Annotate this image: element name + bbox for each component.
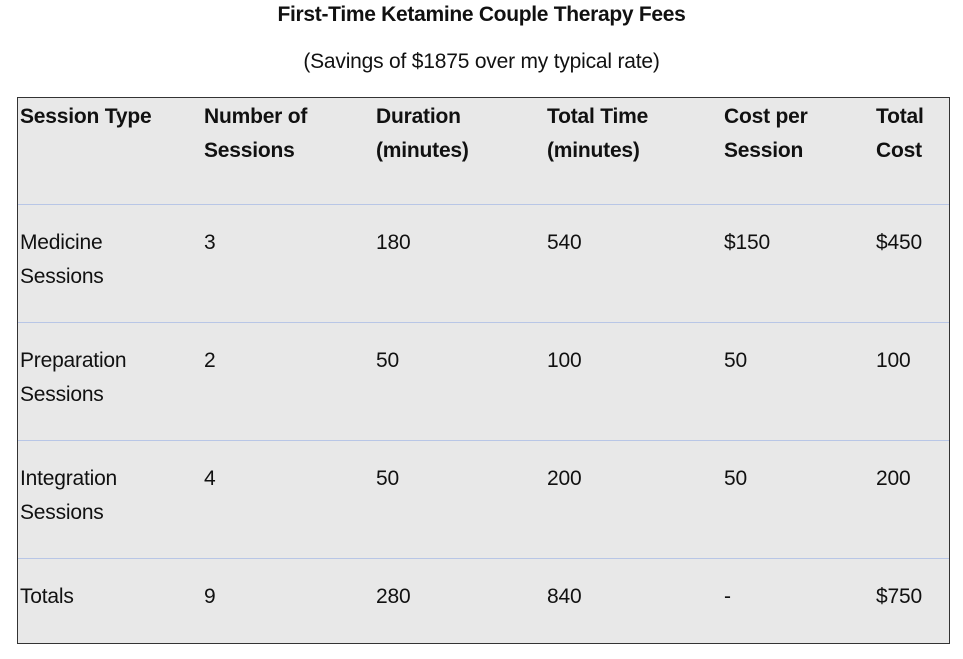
cell-session-type: Medicine Sessions — [20, 226, 190, 294]
cell-total-cost: 200 — [876, 467, 911, 490]
table-row-totals: Totals 9 280 840 - $750 — [18, 558, 949, 643]
cell-duration: 180 — [376, 231, 411, 254]
cell-session-type-line-1: Medicine — [20, 231, 103, 254]
cell-total-time: 100 — [547, 349, 582, 372]
header-number-of-sessions: Number of Sessions — [204, 100, 364, 168]
cell-session-type-line-1: Preparation — [20, 349, 127, 372]
cell-session-type-line-2: Sessions — [20, 383, 104, 406]
header-total-cost-line-1: Total — [876, 105, 924, 128]
cell-session-type-line-1: Integration — [20, 467, 118, 490]
header-total-time-line-1: Total Time — [547, 105, 649, 128]
page-title: First-Time Ketamine Couple Therapy Fees — [277, 3, 686, 26]
cell-duration: 50 — [376, 467, 399, 490]
header-cost-per-session-line-1: Cost per — [724, 105, 808, 128]
header-cost-per-session: Cost per Session — [724, 100, 864, 168]
cell-session-type: Integration Sessions — [20, 462, 190, 530]
cell-number-of-sessions: 3 — [204, 231, 216, 254]
cell-cost-per-session: 50 — [724, 349, 747, 372]
header-duration: Duration (minutes) — [376, 100, 536, 168]
cell-session-type: Totals — [20, 580, 190, 614]
cell-total-cost: $750 — [876, 585, 922, 608]
header-session-type: Session Type — [20, 100, 190, 134]
cell-duration: 280 — [376, 585, 411, 608]
header-number-of-sessions-line-1: Number of — [204, 105, 308, 128]
table-row-medicine: Medicine Sessions 3 180 540 $150 $450 — [18, 204, 949, 323]
header-number-of-sessions-line-2: Sessions — [204, 139, 295, 162]
cell-number-of-sessions: 4 — [204, 467, 216, 490]
cell-session-type: Preparation Sessions — [20, 344, 190, 412]
page-subtitle: (Savings of $1875 over my typical rate) — [303, 50, 660, 73]
cell-cost-per-session: $150 — [724, 231, 770, 254]
cell-total-time: 840 — [547, 585, 582, 608]
cell-cost-per-session: 50 — [724, 467, 747, 490]
cell-session-type-line-2: Sessions — [20, 265, 104, 288]
table-row-integration: Integration Sessions 4 50 200 50 200 — [18, 440, 949, 559]
cell-total-cost: 100 — [876, 349, 911, 372]
header-duration-line-2: (minutes) — [376, 139, 469, 162]
header-total-cost-line-2: Cost — [876, 139, 922, 162]
cell-session-type-line-1: Totals — [20, 585, 74, 608]
cell-total-cost: $450 — [876, 231, 922, 254]
header-duration-line-1: Duration — [376, 105, 461, 128]
cell-duration: 50 — [376, 349, 399, 372]
table-row-preparation: Preparation Sessions 2 50 100 50 100 — [18, 322, 949, 441]
header-cost-per-session-line-2: Session — [724, 139, 804, 162]
header-total-cost: Total Cost — [876, 100, 949, 168]
fees-table: Session Type Number of Sessions Duration… — [17, 97, 950, 644]
cell-number-of-sessions: 2 — [204, 349, 216, 372]
cell-total-time: 540 — [547, 231, 582, 254]
table-header-row: Session Type Number of Sessions Duration… — [18, 98, 949, 204]
header-total-time-line-2: (minutes) — [547, 139, 640, 162]
header-total-time: Total Time (minutes) — [547, 100, 707, 168]
cell-session-type-line-2: Sessions — [20, 501, 104, 524]
cell-total-time: 200 — [547, 467, 582, 490]
cell-number-of-sessions: 9 — [204, 585, 216, 608]
cell-cost-per-session: - — [724, 585, 731, 608]
header-session-type-line-1: Session Type — [20, 105, 152, 128]
